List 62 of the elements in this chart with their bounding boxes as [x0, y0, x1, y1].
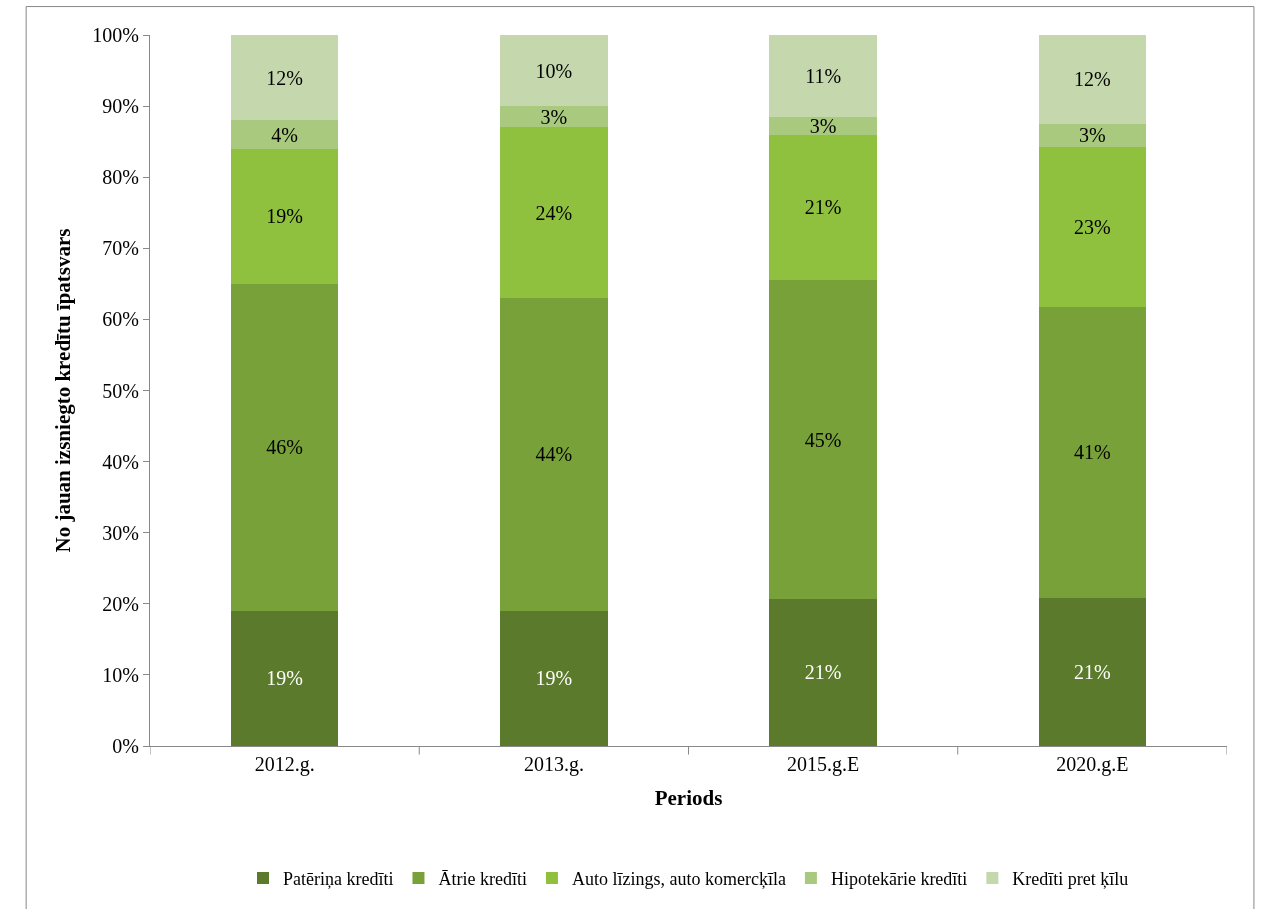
bar: [1038, 146, 1147, 307]
bar: [1038, 35, 1147, 124]
data-label: 4%: [271, 123, 298, 146]
y-tick-label: 30%: [102, 521, 139, 544]
legend-label: Hipotekārie kredīti: [830, 868, 968, 889]
bar: [769, 134, 877, 281]
bar: [769, 35, 877, 117]
data-label: 41%: [1074, 441, 1111, 464]
y-tick-label: 40%: [102, 450, 139, 473]
data-label: 44%: [535, 443, 573, 466]
data-label: 21%: [804, 661, 842, 684]
y-tick-label: 50%: [102, 379, 139, 402]
data-label: 19%: [266, 205, 303, 228]
x-tick-label: 2012.g.: [254, 753, 315, 776]
data-label: 10%: [535, 59, 573, 82]
data-label: 45%: [804, 428, 842, 451]
bar: [769, 116, 877, 135]
bar: [500, 35, 608, 107]
bar: [1038, 598, 1147, 746]
data-label: 3%: [809, 114, 837, 137]
bar: [1038, 306, 1147, 599]
bar: [500, 610, 608, 746]
bar: [1038, 123, 1147, 147]
y-tick-label: 100%: [92, 24, 139, 46]
x-tick-label: 2020.g.E: [1056, 753, 1129, 776]
y-tick-label: 60%: [102, 308, 139, 331]
bar: [500, 127, 608, 299]
data-label: 24%: [535, 201, 573, 224]
x-tick-label: 2013.g.: [523, 753, 584, 776]
bar: [230, 120, 339, 149]
x-axis-title: Periods: [654, 786, 723, 811]
data-label: 21%: [1074, 661, 1111, 684]
data-label: 12%: [1074, 68, 1111, 91]
y-tick-label: 80%: [102, 166, 139, 189]
bar: [230, 283, 339, 611]
legend-label: Ātrie kredīti: [438, 868, 527, 889]
bar: [230, 610, 339, 746]
data-label: 19%: [535, 667, 573, 690]
y-tick-label: 0%: [112, 735, 139, 757]
data-label: 3%: [1079, 124, 1106, 147]
data-label: 11%: [805, 64, 842, 87]
bar: [769, 598, 877, 746]
bar: [230, 35, 339, 121]
y-tick-label: 10%: [102, 663, 139, 686]
x-tick-label: 2015.g.E: [787, 753, 860, 776]
legend-label: Auto līzings, auto komercķīla: [571, 868, 786, 889]
legend-label: Kredīti pret ķīlu: [1012, 868, 1129, 889]
y-tick-label: 90%: [102, 95, 139, 118]
y-tick-label: 20%: [102, 592, 139, 615]
data-label: 21%: [804, 196, 842, 219]
data-label: 23%: [1074, 215, 1111, 238]
data-label: 3%: [540, 105, 568, 128]
data-label: 12%: [266, 66, 303, 89]
data-label: 46%: [266, 436, 303, 459]
y-tick-label: 70%: [102, 237, 139, 260]
y-axis-title: No jauan izsniegto kredītu īpatsvars: [51, 228, 76, 553]
bar: [769, 280, 877, 599]
bar: [230, 148, 339, 284]
bar: [500, 298, 608, 611]
bar: [500, 106, 608, 128]
data-label: 19%: [266, 667, 303, 690]
legend-label: Patēriņa kredīti: [283, 868, 394, 889]
